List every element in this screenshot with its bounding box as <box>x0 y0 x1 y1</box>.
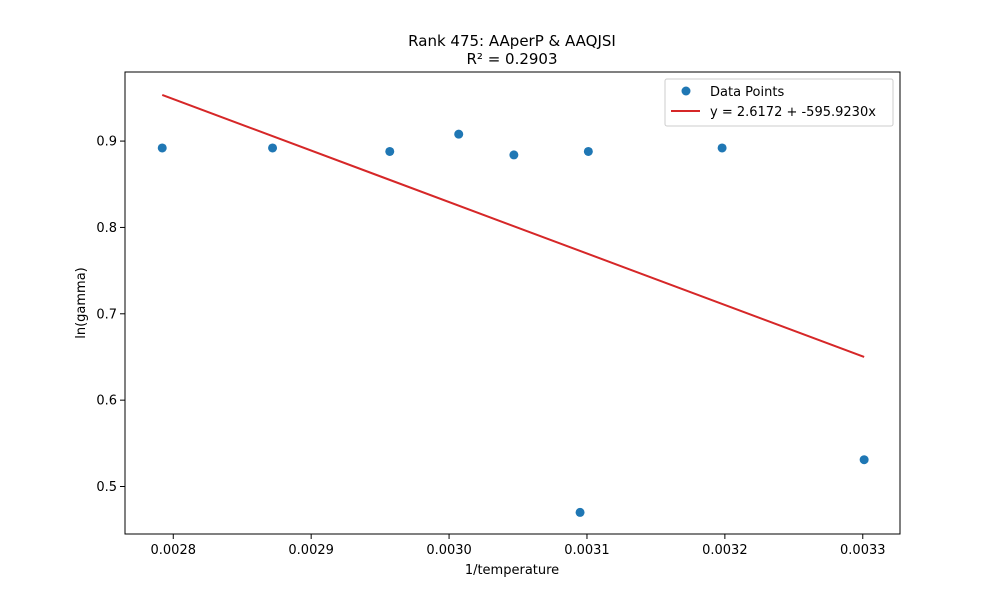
data-point <box>575 507 585 517</box>
x-tick-label: 0.0029 <box>288 543 334 558</box>
chart-title: Rank 475: AAperP & AAQJSI <box>408 32 616 50</box>
chart-subtitle: R² = 0.2903 <box>466 50 557 68</box>
x-tick-label: 0.0028 <box>151 543 197 558</box>
data-point <box>859 455 869 465</box>
fit-line <box>161 94 865 358</box>
x-axis: 0.0028 0.0029 0.0030 0.0031 0.0032 0.0033 <box>151 534 886 558</box>
y-tick-label: 0.5 <box>96 480 117 495</box>
x-tick-label: 0.0033 <box>840 543 886 558</box>
plot-frame <box>124 71 901 535</box>
legend-box <box>664 78 894 127</box>
x-tick-label: 0.0032 <box>702 543 748 558</box>
y-axis-label: ln(gamma) <box>74 267 89 339</box>
data-point <box>157 143 167 153</box>
data-point <box>717 143 727 153</box>
legend-label-fit-line: y = 2.6172 + -595.9230x <box>710 105 876 120</box>
legend: Data Points y = 2.6172 + -595.9230x <box>664 78 894 127</box>
y-tick-label: 0.6 <box>96 394 117 409</box>
y-tick-label: 0.9 <box>96 135 117 150</box>
legend-marker-data-points <box>681 86 691 96</box>
legend-label-data-points: Data Points <box>710 85 784 100</box>
y-tick-label: 0.8 <box>96 221 117 236</box>
y-tick-label: 0.7 <box>96 307 117 322</box>
x-tick-label: 0.0030 <box>426 543 472 558</box>
x-axis-label: 1/temperature <box>465 563 559 578</box>
data-point <box>454 129 464 139</box>
data-point <box>509 150 519 160</box>
data-point <box>583 146 593 156</box>
data-point <box>385 146 395 156</box>
plot-area <box>157 94 869 517</box>
data-point <box>268 143 278 153</box>
x-tick-label: 0.0031 <box>564 543 610 558</box>
y-axis: 0.5 0.6 0.7 0.8 0.9 <box>96 135 125 495</box>
